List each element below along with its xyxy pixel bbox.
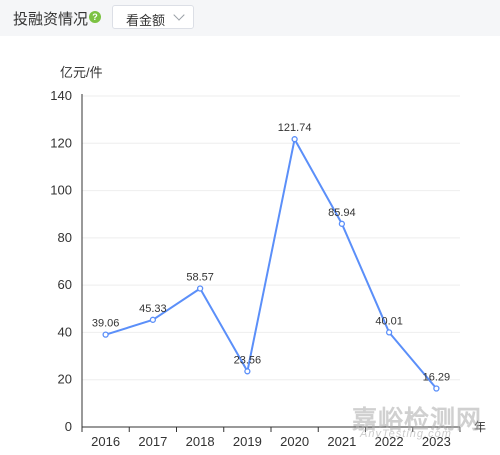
header-bar: 投融资情况 ? 看金额: [0, 0, 500, 36]
y-tick-label: 140: [50, 88, 72, 103]
data-point: [291, 136, 298, 143]
data-point: [433, 385, 440, 392]
y-tick-label: 0: [65, 419, 72, 434]
data-label: 45.33: [139, 303, 167, 315]
data-label: 58.57: [186, 272, 214, 284]
help-icon[interactable]: ?: [89, 11, 101, 23]
data-label: 121.74: [278, 122, 312, 134]
y-axis-title: 亿元/件: [60, 65, 103, 80]
x-axis-title: 年: [474, 420, 486, 434]
x-tick-label: 2019: [233, 434, 262, 449]
data-point: [102, 331, 109, 338]
series-line: [105, 138, 438, 390]
y-tick-label: 40: [58, 324, 72, 339]
data-label: 40.01: [375, 315, 403, 327]
y-tick-label: 20: [58, 372, 72, 387]
section-title: 投融资情况: [13, 11, 89, 28]
y-tick-label: 80: [58, 230, 72, 245]
x-tick-label: 2022: [375, 434, 404, 449]
metric-select[interactable]: 看金额: [112, 5, 194, 29]
x-tick-label: 2021: [327, 434, 356, 449]
data-point: [338, 220, 346, 227]
y-tick-label: 60: [58, 277, 72, 292]
x-tick-label: 2023: [422, 434, 451, 449]
x-tick-label: 2016: [91, 434, 120, 449]
data-point: [149, 316, 157, 323]
x-tick-label: 2018: [186, 434, 215, 449]
x-tick-label: 2020: [280, 434, 309, 449]
x-tick-label: 2017: [138, 434, 167, 449]
watermark-sub: AnyTesting.com: [360, 428, 452, 440]
y-tick-label: 120: [50, 135, 72, 150]
watermark: 嘉峪检测网: [352, 406, 483, 434]
metric-select-value: 看金额: [126, 13, 166, 28]
data-label: 39.06: [92, 318, 120, 330]
data-point: [385, 329, 393, 336]
data-point: [196, 285, 204, 292]
data-point: [244, 368, 251, 375]
data-label: 23.56: [234, 354, 262, 366]
y-tick-label: 100: [50, 183, 72, 198]
data-label: 85.94: [328, 207, 356, 219]
data-label: 16.29: [423, 371, 451, 383]
